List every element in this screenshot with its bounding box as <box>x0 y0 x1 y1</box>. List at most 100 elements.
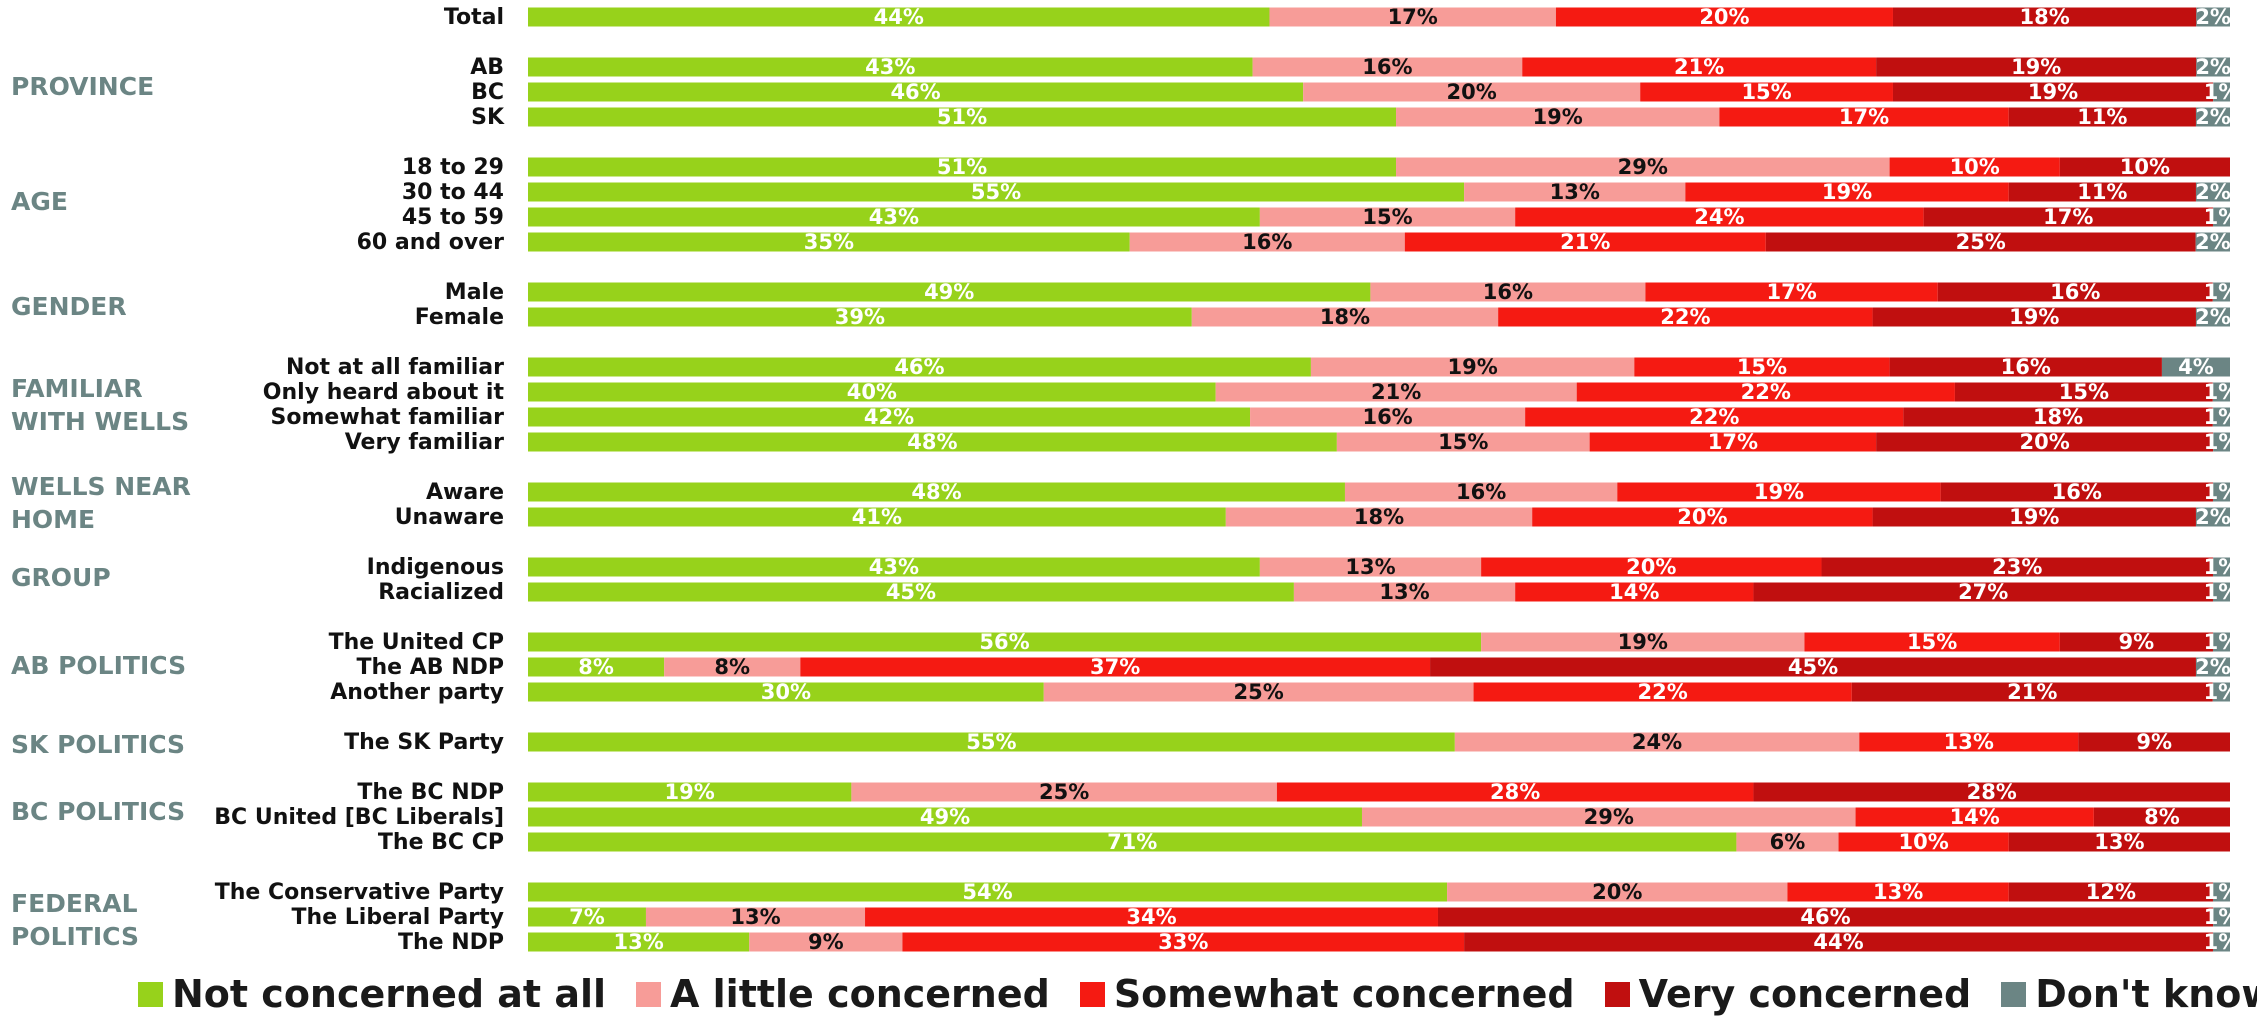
bar-segment-not-concerned <box>528 57 1253 77</box>
bar-segment-somewhat <box>1525 407 1904 427</box>
bar-value-label: 13% <box>730 905 780 929</box>
bar-segment-very <box>1892 7 2197 27</box>
bar-value-label: 1% <box>2204 80 2240 104</box>
bar-value-label: 30% <box>761 680 811 704</box>
bar-segment-dont-know <box>2195 232 2230 252</box>
bar-value-label: 44% <box>874 5 924 29</box>
bar-value-label: 7% <box>569 905 605 929</box>
bar-segment-very <box>1437 907 2214 927</box>
bar-value-label: 16% <box>1362 55 1412 79</box>
bar-segment-a-little <box>1361 807 1856 827</box>
bar-value-label: 1% <box>2204 480 2240 504</box>
bar-segment-very <box>1430 657 2196 677</box>
bar-segment-dont-know <box>2212 282 2230 302</box>
bar-value-label: 16% <box>2050 280 2100 304</box>
bar-segment-somewhat <box>1685 182 2009 202</box>
bar-value-label: 19% <box>1618 630 1668 654</box>
bar-segment-dont-know <box>2212 632 2230 652</box>
bar-segment-a-little <box>749 932 903 952</box>
bar-segment-dont-know <box>2195 657 2230 677</box>
bar-segment-somewhat <box>1838 832 2009 852</box>
bar-segment-somewhat <box>1555 7 1893 27</box>
bar-segment-a-little <box>851 782 1277 802</box>
bar-segment-somewhat <box>1804 632 2060 652</box>
bar-segment-somewhat <box>1645 282 1938 302</box>
bar-segment-not-concerned <box>528 182 1465 202</box>
bar-segment-not-concerned <box>528 507 1226 527</box>
bar-segment-somewhat <box>1532 507 1873 527</box>
bar-value-label: 19% <box>2009 505 2059 529</box>
bar-segment-not-concerned <box>528 282 1371 302</box>
bar-segment-dont-know <box>2212 207 2230 227</box>
bar-segment-a-little <box>1303 82 1641 102</box>
bar-value-label: 22% <box>1638 680 1688 704</box>
bar-value-label: 13% <box>1379 580 1429 604</box>
row-label: The BC NDP <box>357 780 504 805</box>
bar-value-label: 33% <box>1158 930 1208 954</box>
bar-value-label: 2% <box>2195 305 2231 329</box>
bar-value-label: 25% <box>1956 230 2006 254</box>
bar-value-label: 9% <box>2119 630 2155 654</box>
bar-segment-not-concerned <box>528 657 665 677</box>
bar-value-label: 1% <box>2204 880 2240 904</box>
bar-value-label: 13% <box>1944 730 1994 754</box>
bar-value-label: 17% <box>1708 430 1758 454</box>
bar-segment-a-little <box>1454 732 1860 752</box>
group-label: AB POLITICS <box>11 651 187 680</box>
legend-label: Don't know <box>2035 972 2257 1016</box>
bar-value-label: 41% <box>852 505 902 529</box>
bar-segment-somewhat <box>1634 357 1890 377</box>
row-label: Total <box>444 5 504 30</box>
bar-value-label: 21% <box>2007 680 2057 704</box>
bar-value-label: 1% <box>2204 630 2240 654</box>
legend-item: Don't know <box>2001 972 2257 1016</box>
bar-segment-a-little <box>1344 482 1618 502</box>
bar-value-label: 48% <box>907 430 957 454</box>
bar-value-label: 15% <box>1741 80 1791 104</box>
bar-segment-not-concerned <box>528 807 1362 827</box>
bar-segment-not-concerned <box>528 82 1304 102</box>
bar-segment-dont-know <box>2213 82 2230 102</box>
group-label: BC POLITICS <box>11 797 186 826</box>
bar-segment-a-little <box>645 907 866 927</box>
row-label: Another party <box>330 680 504 705</box>
bar-segment-somewhat <box>1576 382 1955 402</box>
bar-value-label: 18% <box>2033 405 2083 429</box>
bar-segment-a-little <box>1259 557 1482 577</box>
group-label: GROUP <box>11 563 111 592</box>
bar-segment-dont-know <box>2195 307 2230 327</box>
bar-value-label: 16% <box>2052 480 2102 504</box>
bar-value-label: 16% <box>1242 230 1292 254</box>
bar-value-label: 19% <box>2028 80 2078 104</box>
row-label: Aware <box>426 480 504 505</box>
bar-segment-dont-know <box>2196 7 2230 27</box>
bar-value-label: 19% <box>2011 55 2061 79</box>
bar-value-label: 14% <box>1609 580 1659 604</box>
row-label: Racialized <box>378 580 504 605</box>
bar-value-label: 43% <box>869 205 919 229</box>
bar-value-label: 29% <box>1618 155 1668 179</box>
bar-value-label: 16% <box>1483 280 1533 304</box>
bar-value-label: 49% <box>920 805 970 829</box>
bar-segment-dont-know <box>2212 407 2230 427</box>
bar-segment-not-concerned <box>528 832 1737 852</box>
chart-legend: Not concerned at all A little concerned So… <box>138 972 2257 1016</box>
bar-value-label: 28% <box>1490 780 1540 804</box>
bar-value-label: 20% <box>1447 80 1497 104</box>
bar-segment-very <box>1876 57 2197 77</box>
bar-value-label: 40% <box>847 380 897 404</box>
bar-value-label: 1% <box>2204 905 2240 929</box>
bar-segment-a-little <box>1215 382 1577 402</box>
legend-swatch <box>1604 981 1630 1007</box>
bar-segment-very <box>1923 207 2213 227</box>
bar-segment-very <box>2059 157 2230 177</box>
bar-value-label: 4% <box>2178 355 2214 379</box>
bar-value-label: 51% <box>937 155 987 179</box>
bar-value-label: 9% <box>808 930 844 954</box>
bar-segment-very <box>1821 557 2213 577</box>
bar-segment-not-concerned <box>528 107 1397 127</box>
legend-label: A little concerned <box>670 972 1050 1016</box>
bar-value-label: 46% <box>890 80 940 104</box>
bar-value-label: 16% <box>1456 480 1506 504</box>
bar-value-label: 55% <box>971 180 1021 204</box>
